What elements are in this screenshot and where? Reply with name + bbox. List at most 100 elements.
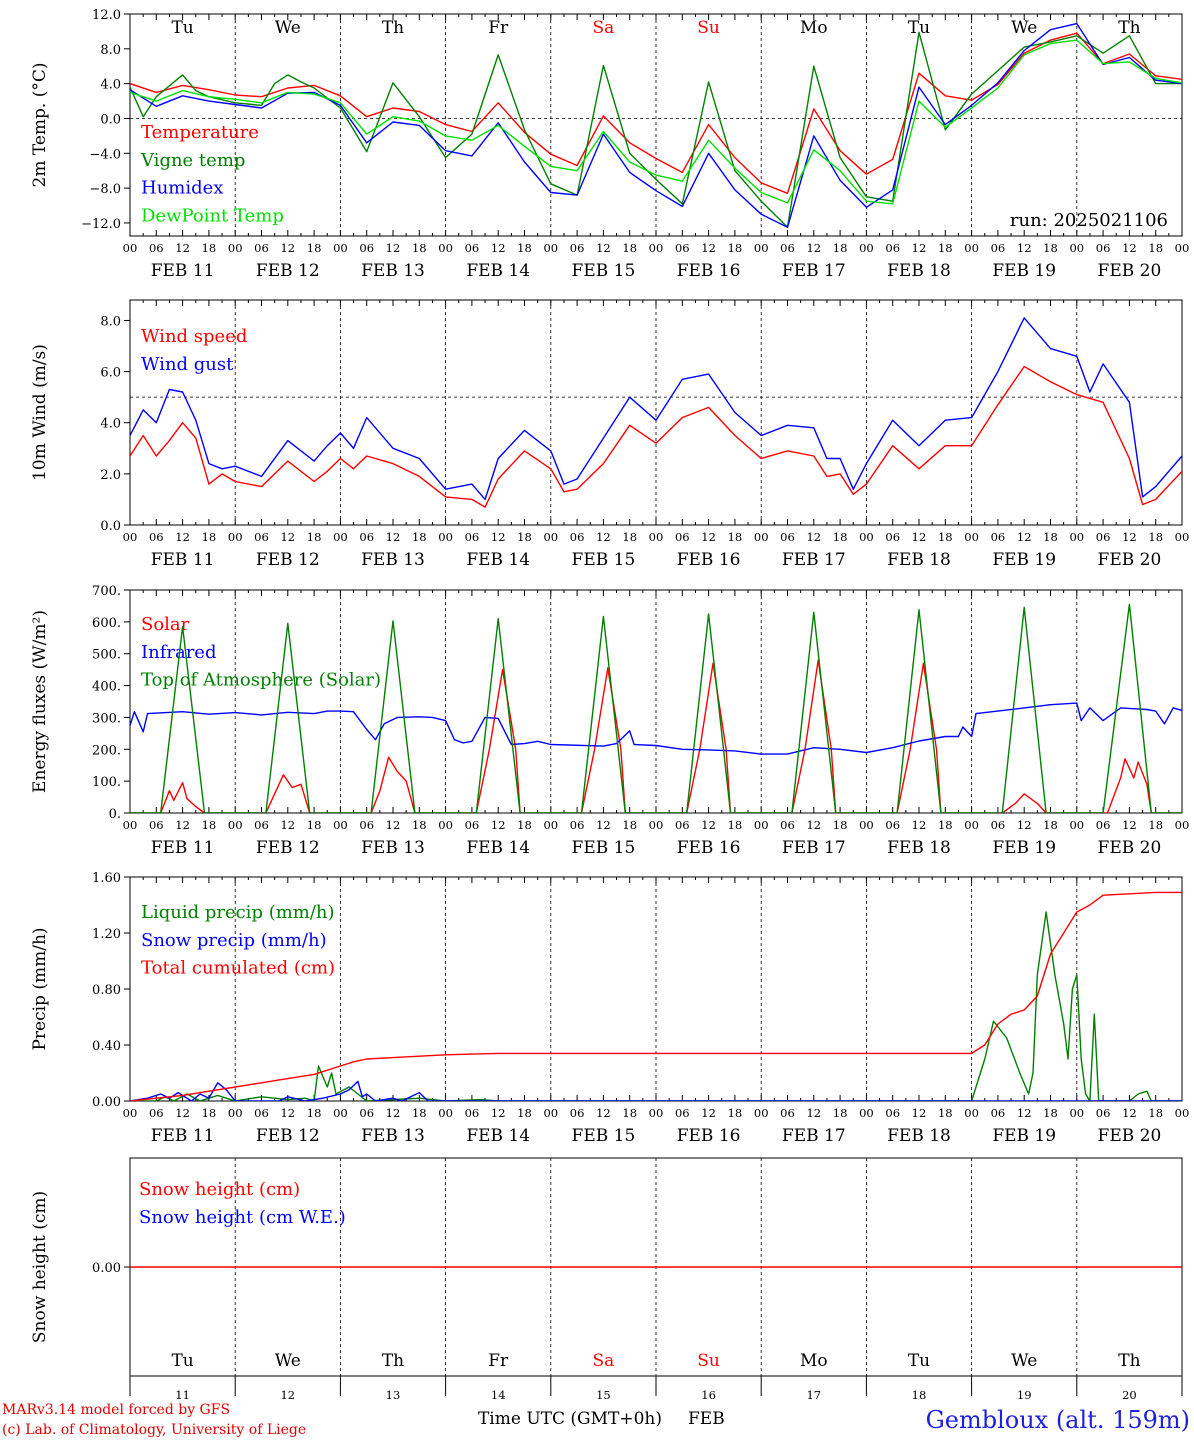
y-tick-label: 400. [92, 680, 121, 695]
hour-tick-label: 00 [333, 530, 348, 544]
legend-entry: Wind speed [141, 326, 247, 347]
date-label: FEB 15 [572, 838, 636, 858]
hour-tick-label: 06 [465, 241, 480, 255]
weekday-label: Fr [488, 18, 509, 38]
date-label: FEB 19 [992, 261, 1056, 281]
hour-tick-label: 12 [912, 1106, 927, 1120]
weekday-label: Su [697, 1351, 720, 1371]
day-number: 17 [806, 1388, 821, 1402]
hour-tick-label: 18 [938, 1106, 953, 1120]
hour-tick-label: 06 [885, 530, 900, 544]
hour-tick-label: 12 [491, 530, 506, 544]
hour-tick-label: 18 [833, 241, 848, 255]
day-number: 14 [491, 1388, 506, 1402]
series-line-wind-gust [130, 317, 1182, 501]
hour-tick-label: 18 [833, 818, 848, 832]
hour-tick-label: 06 [254, 1106, 269, 1120]
hour-tick-label: 06 [885, 818, 900, 832]
date-label: FEB 20 [1098, 838, 1162, 858]
day-number: 20 [1122, 1388, 1137, 1402]
date-label: FEB 13 [361, 1126, 425, 1146]
hour-tick-label: 06 [1096, 530, 1111, 544]
date-label: FEB 14 [466, 838, 530, 858]
hour-tick-label: 00 [333, 1106, 348, 1120]
series-line-wind-speed [130, 365, 1182, 508]
date-label: FEB 12 [256, 838, 320, 858]
y-axis-title: Precip (mm/h) [30, 927, 50, 1050]
date-label: FEB 12 [256, 1126, 320, 1146]
legend-entry: Infrared [141, 642, 216, 663]
date-label: FEB 16 [677, 261, 741, 281]
hour-tick-label: 12 [806, 241, 821, 255]
date-label: FEB 16 [677, 838, 741, 858]
date-label: FEB 15 [572, 261, 636, 281]
hour-tick-label: 00 [228, 241, 243, 255]
date-label: FEB 14 [466, 261, 530, 281]
date-label: FEB 12 [256, 261, 320, 281]
hour-tick-label: 06 [780, 818, 795, 832]
y-tick-label: 0.0 [100, 112, 121, 127]
hour-tick-label: 00 [228, 1106, 243, 1120]
hour-tick-label: 06 [359, 818, 374, 832]
hour-tick-label: 06 [570, 818, 585, 832]
hour-tick-label: 00 [859, 241, 874, 255]
hour-tick-label: 12 [491, 241, 506, 255]
hour-tick-label: 18 [412, 530, 427, 544]
hour-tick-label: 12 [912, 530, 927, 544]
hour-tick-label: 06 [991, 530, 1006, 544]
y-tick-label: 12.0 [92, 8, 121, 23]
hour-tick-label: 18 [1148, 1106, 1163, 1120]
date-label: FEB 14 [466, 550, 530, 570]
legend-entry: Snow precip (mm/h) [141, 930, 327, 951]
hour-tick-label: 06 [991, 241, 1006, 255]
hour-tick-label: 00 [543, 530, 558, 544]
hour-tick-label: 12 [912, 818, 927, 832]
hour-tick-label: 00 [123, 818, 138, 832]
hour-tick-label: 18 [412, 818, 427, 832]
date-label: FEB 18 [887, 1126, 951, 1146]
hour-tick-label: 06 [1096, 241, 1111, 255]
date-label: FEB 16 [677, 1126, 741, 1146]
weekday-label: Mo [800, 1351, 828, 1371]
hour-tick-label: 00 [333, 241, 348, 255]
hour-tick-label: 00 [123, 530, 138, 544]
hour-tick-label: 18 [728, 1106, 743, 1120]
legend-entry: Humidex [141, 178, 223, 199]
hour-tick-label: 12 [1122, 1106, 1137, 1120]
hour-tick-label: 00 [1069, 241, 1084, 255]
hour-tick-label: 12 [386, 530, 401, 544]
hour-tick-label: 12 [1122, 241, 1137, 255]
date-label: FEB 14 [466, 1126, 530, 1146]
series-line-snow-precip-mm-h- [130, 1080, 1182, 1101]
hour-tick-label: 18 [728, 241, 743, 255]
hour-tick-label: 12 [175, 818, 190, 832]
date-label: FEB 17 [782, 261, 846, 281]
hour-tick-label: 00 [123, 1106, 138, 1120]
legend-entry: Liquid precip (mm/h) [141, 902, 335, 923]
hour-tick-label: 12 [701, 1106, 716, 1120]
hour-tick-label: 12 [491, 1106, 506, 1120]
hour-tick-label: 00 [964, 530, 979, 544]
hour-tick-label: 06 [465, 530, 480, 544]
weekday-label: We [1011, 18, 1037, 38]
date-label: FEB 18 [887, 550, 951, 570]
hour-tick-label: 18 [202, 530, 217, 544]
day-number: 16 [701, 1388, 716, 1402]
hour-tick-label: 18 [517, 530, 532, 544]
run-label: run: 2025021106 [1010, 210, 1168, 231]
hour-tick-label: 06 [254, 530, 269, 544]
hour-tick-label: 12 [1122, 818, 1137, 832]
hour-tick-label: 06 [465, 1106, 480, 1120]
date-label: FEB 17 [782, 550, 846, 570]
footer: MARv3.14 model forced by GFS (c) Lab. of… [2, 1402, 1190, 1438]
hour-tick-label: 12 [1017, 241, 1032, 255]
series-line-infrared [130, 702, 1182, 755]
hour-tick-label: 12 [1017, 530, 1032, 544]
hour-tick-label: 00 [649, 530, 664, 544]
hour-tick-label: 12 [596, 241, 611, 255]
station-name: Gembloux (alt. 159m) [926, 1406, 1190, 1434]
hour-tick-label: 12 [596, 818, 611, 832]
hour-tick-label: 18 [412, 1106, 427, 1120]
legend-entry: Snow height (cm W.E.) [139, 1207, 346, 1228]
lab-credit: (c) Lab. of Climatology, University of L… [2, 1422, 306, 1438]
